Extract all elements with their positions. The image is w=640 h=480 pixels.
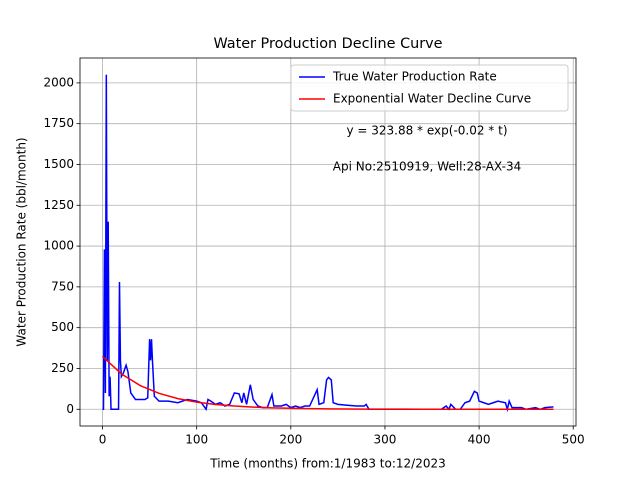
y-tick-label: 1000 (43, 239, 74, 253)
y-tick-label: 1500 (43, 157, 74, 171)
data-line (102, 355, 554, 411)
x-axis-label: Time (months) from:1/1983 to:12/2023 (209, 457, 446, 471)
annotation: Api No:2510919, Well:28-AX-34 (333, 160, 521, 174)
x-tick-label: 400 (468, 433, 491, 447)
x-tick-label: 0 (99, 433, 107, 447)
legend-box (290, 64, 569, 112)
y-tick-label: 1250 (43, 198, 74, 212)
plot-frame (79, 57, 577, 427)
y-tick-label: 2000 (43, 75, 74, 89)
x-tick-label: 500 (562, 433, 585, 447)
y-tick-label: 0 (66, 402, 74, 416)
y-tick-label: 250 (51, 361, 74, 375)
y-tick-label: 750 (51, 279, 74, 293)
chart-title: Water Production Decline Curve (213, 36, 442, 52)
y-axis-label: Water Production Rate (bbl/month) (15, 137, 29, 346)
x-tick-label: 300 (373, 433, 396, 447)
x-tick-label: 100 (185, 433, 208, 447)
legend-label: True Water Production Rate (332, 70, 497, 84)
y-tick-label: 500 (51, 320, 74, 334)
x-tick-label: 200 (279, 433, 302, 447)
y-tick-label: 1750 (43, 116, 74, 130)
data-line (102, 74, 554, 413)
annotation: y = 323.88 * exp(-0.02 * t) (346, 124, 507, 138)
legend-label: Exponential Water Decline Curve (333, 92, 531, 106)
